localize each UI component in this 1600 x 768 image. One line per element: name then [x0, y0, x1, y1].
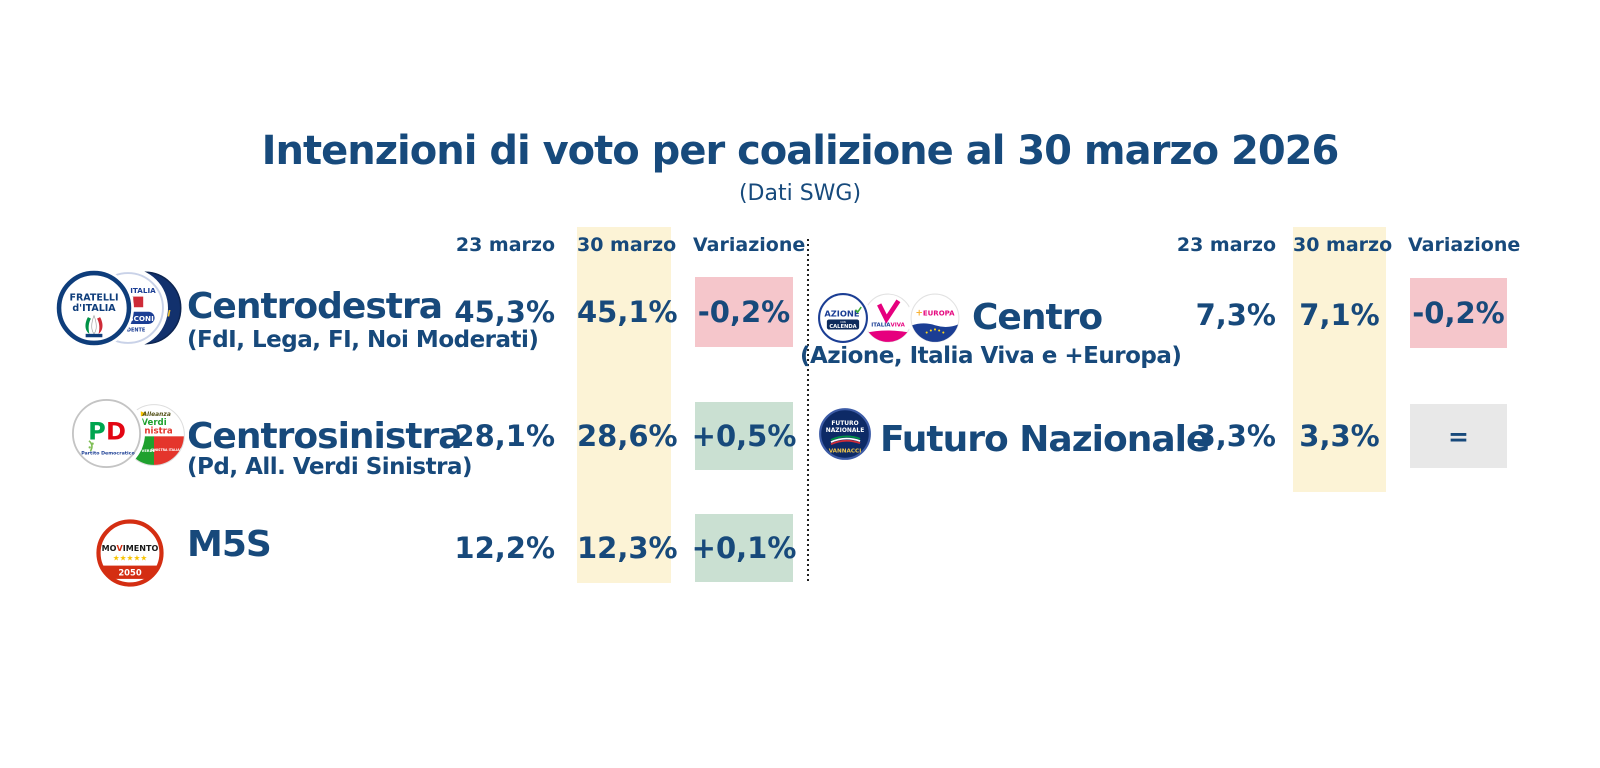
- svg-text:MOVIMENTO: MOVIMENTO: [102, 544, 159, 553]
- page-subtitle: (Dati SWG): [738, 181, 862, 206]
- svg-text:NAZIONALE: NAZIONALE: [826, 427, 865, 434]
- svg-text:FUTURO: FUTURO: [831, 420, 858, 427]
- svg-text:FRATELLI: FRATELLI: [69, 292, 118, 303]
- column-header-curr-right: 30 marzo: [1293, 234, 1393, 256]
- svg-text:VANNACCI: VANNACCI: [829, 448, 862, 454]
- page-title: Intenzioni di voto per coalizione al 30 …: [261, 128, 1340, 174]
- section-divider: [807, 239, 809, 583]
- coalition-name-centrodestra: Centrodestra: [187, 286, 443, 327]
- piu-europa-logo-icon: +EUROPA: [909, 292, 961, 344]
- variation-value: -0,2%: [1412, 296, 1505, 330]
- italia-viva-logo-icon: ITALIAVIVA: [862, 292, 914, 344]
- coalition-name-m5s: M5S: [187, 524, 272, 565]
- prev-value: 3,3%: [1195, 419, 1276, 453]
- column-header-variation-left: Variazione: [693, 234, 806, 256]
- futuro-nazionale-logo-icon: FUTURO NAZIONALE VANNACCI: [818, 407, 872, 461]
- svg-text:★★★★★: ★★★★★: [113, 554, 148, 563]
- variation-badge: =: [1410, 404, 1507, 468]
- prev-value: 7,3%: [1195, 298, 1276, 332]
- column-header-prev-right: 23 marzo: [1176, 234, 1276, 256]
- prev-value: 28,1%: [454, 419, 555, 453]
- m5s-logo-icon: MOVIMENTO ★★★★★ 2050: [95, 518, 165, 588]
- svg-text:D: D: [106, 417, 126, 445]
- svg-text:FORZA ITALIA: FORZA ITALIA: [100, 286, 156, 295]
- svg-text:SINISTRA ITALIANA: SINISTRA ITALIANA: [151, 448, 185, 452]
- variation-badge: +0,5%: [692, 402, 796, 470]
- svg-text:P: P: [88, 417, 106, 445]
- curr-value: 45,1%: [577, 295, 678, 329]
- coalition-detail-centro: (Azione, Italia Viva e +Europa): [800, 343, 1182, 369]
- variation-value: -0,2%: [697, 295, 791, 329]
- prev-value: 45,3%: [454, 295, 555, 329]
- svg-text:ITALIAVIVA: ITALIAVIVA: [871, 322, 905, 328]
- curr-value: 3,3%: [1299, 419, 1380, 453]
- variation-badge: -0,2%: [1410, 278, 1507, 348]
- azione-logo-icon: AZIONE CON CALENDA: [817, 292, 869, 344]
- svg-text:+EUROPA: +EUROPA: [915, 308, 955, 318]
- curr-value: 12,3%: [577, 531, 678, 565]
- svg-text:2050: 2050: [118, 567, 141, 577]
- column-header-variation-right: Variazione: [1408, 234, 1521, 256]
- curr-value: 28,6%: [577, 419, 678, 453]
- svg-text:CALENDA: CALENDA: [829, 324, 856, 330]
- svg-text:Partito Democratico: Partito Democratico: [81, 451, 135, 457]
- svg-text:d'ITALIA: d'ITALIA: [72, 303, 116, 314]
- variation-value: +0,1%: [691, 531, 797, 565]
- variation-badge: -0,2%: [695, 277, 793, 347]
- prev-value: 12,2%: [454, 531, 555, 565]
- svg-text:Alleanza: Alleanza: [141, 411, 170, 418]
- variation-badge: +0,1%: [692, 514, 796, 582]
- svg-text:PRESIDENTE: PRESIDENTE: [111, 328, 146, 334]
- highlight-column-right: [1293, 227, 1386, 492]
- column-header-curr-left: 30 marzo: [577, 234, 677, 256]
- coalition-detail-centrosinistra: (Pd, All. Verdi Sinistra): [187, 454, 473, 480]
- svg-text:EUROPA VERDE: EUROPA VERDE: [124, 449, 156, 453]
- svg-text:Sinistra: Sinistra: [135, 427, 173, 437]
- column-header-prev-left: 23 marzo: [455, 234, 555, 256]
- variation-value: +0,5%: [691, 419, 797, 453]
- highlight-column-left: [577, 227, 671, 583]
- coalition-name-centrosinistra: Centrosinistra: [187, 416, 463, 457]
- coalition-detail-centrodestra: (FdI, Lega, FI, Noi Moderati): [187, 327, 539, 353]
- fratelli-ditalia-logo-icon: FRATELLI d'ITALIA: [56, 270, 132, 346]
- coalition-name-futuro-nazionale: Futuro Nazionale: [880, 419, 1210, 460]
- svg-text:Verdi: Verdi: [141, 418, 166, 428]
- svg-text:CON: CON: [840, 320, 846, 324]
- coalition-name-centro: Centro: [972, 297, 1103, 338]
- curr-value: 7,1%: [1299, 298, 1380, 332]
- variation-value: =: [1448, 421, 1469, 451]
- svg-text:AZIONE: AZIONE: [824, 308, 860, 318]
- pd-logo-icon: P D Partito Democratico: [70, 397, 143, 470]
